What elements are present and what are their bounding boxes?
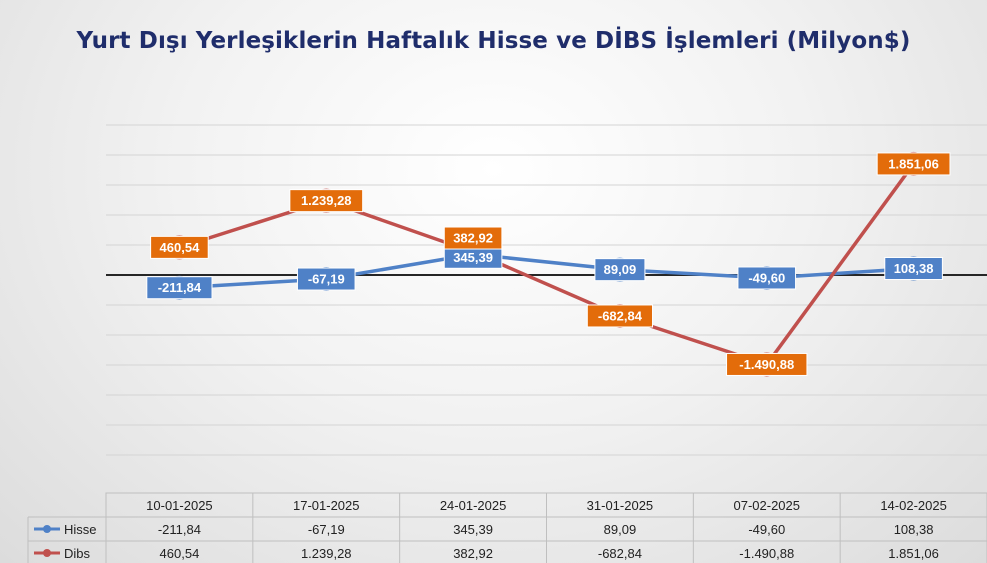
hisse-data-label-box — [884, 256, 943, 280]
table-header-date: 07-02-2025 — [734, 498, 801, 513]
hisse-data-label: 345,39 — [443, 245, 503, 269]
hisse-table-value: -211,84 — [158, 522, 201, 537]
data-table: 10-01-2025 17-01-2025 24-01-2025 31-01-2025… — [27, 492, 987, 563]
hisse-data-label: -211,84 — [146, 276, 213, 300]
dibs-table-value: 460,54 — [160, 546, 200, 561]
dibs-data-label-text: 460,54 — [160, 240, 201, 255]
dibs-table-value: 1.239,28 — [301, 546, 352, 561]
hisse-data-label-text: 89,09 — [604, 262, 637, 277]
hisse-table-value: -67,19 — [308, 522, 345, 537]
dibs-legend-name: Dibs — [64, 546, 91, 561]
dibs-data-label-box — [289, 189, 364, 213]
hisse-data-label: -67,19 — [296, 267, 356, 291]
hisse-data-label-box — [737, 266, 797, 290]
hisse-data-label-text: -49,60 — [748, 270, 785, 285]
dibs-data-label-text: -682,84 — [598, 308, 643, 323]
dibs-data-label-box — [150, 235, 209, 259]
dibs-data-label-text: 1.239,28 — [301, 193, 352, 208]
dibs-data-label: 382,92 — [443, 226, 503, 250]
dibs-data-label: -1.490,88 — [726, 352, 808, 376]
dibs-data-label: 1.239,28 — [289, 189, 364, 213]
hisse-table-value: -49,60 — [748, 522, 785, 537]
hisse-data-label-text: 108,38 — [894, 261, 934, 276]
hisse-data-label-text: -211,84 — [158, 280, 202, 295]
hisse-data-label-text: -67,19 — [308, 272, 345, 287]
data-labels: -211,84 -67,19 345,39 89,09 -49,60 108,38 460,… — [146, 152, 951, 376]
hisse-data-label-box — [296, 267, 356, 291]
dibs-data-label: -682,84 — [586, 304, 654, 328]
hisse-table-value: 345,39 — [453, 522, 493, 537]
table-header-date: 24-01-2025 — [440, 498, 507, 513]
hisse-table-value: 89,09 — [604, 522, 637, 537]
dibs-table-value: -1.490,88 — [739, 546, 794, 561]
dibs-data-label-text: -1.490,88 — [739, 357, 794, 372]
dibs-data-label-text: 382,92 — [453, 231, 493, 246]
hisse-legend-marker — [43, 525, 51, 533]
hisse-data-label-box — [594, 258, 646, 282]
hisse-legend-name: Hisse — [64, 522, 97, 537]
table-header-date: 31-01-2025 — [587, 498, 654, 513]
table-header-date: 10-01-2025 — [146, 498, 213, 513]
chart-title: Yurt Dışı Yerleşiklerin Haftalık Hisse v… — [76, 28, 911, 54]
hisse-data-label-box — [146, 276, 213, 300]
table-header-date: 14-02-2025 — [880, 498, 947, 513]
table-header-date: 17-01-2025 — [293, 498, 360, 513]
dibs-data-label-box — [876, 152, 951, 176]
dibs-data-label: 460,54 — [150, 235, 209, 259]
hisse-data-label: 108,38 — [884, 256, 943, 280]
hisse-data-label-text: 345,39 — [453, 250, 493, 265]
dibs-table-value: 382,92 — [453, 546, 493, 561]
dibs-data-label-text: 1.851,06 — [888, 156, 939, 171]
dibs-data-label-box — [726, 352, 808, 376]
hisse-table-value: 108,38 — [894, 522, 934, 537]
dibs-data-label-box — [443, 226, 503, 250]
dibs-table-value: -682,84 — [598, 546, 642, 561]
dibs-legend-marker — [43, 549, 51, 557]
hisse-data-label: -49,60 — [737, 266, 797, 290]
dibs-table-value: 1.851,06 — [888, 546, 939, 561]
dibs-data-label-box — [586, 304, 654, 328]
dibs-data-label: 1.851,06 — [876, 152, 951, 176]
gridlines — [106, 124, 987, 456]
series-points — [167, 151, 926, 377]
hisse-data-label: 89,09 — [594, 258, 646, 282]
